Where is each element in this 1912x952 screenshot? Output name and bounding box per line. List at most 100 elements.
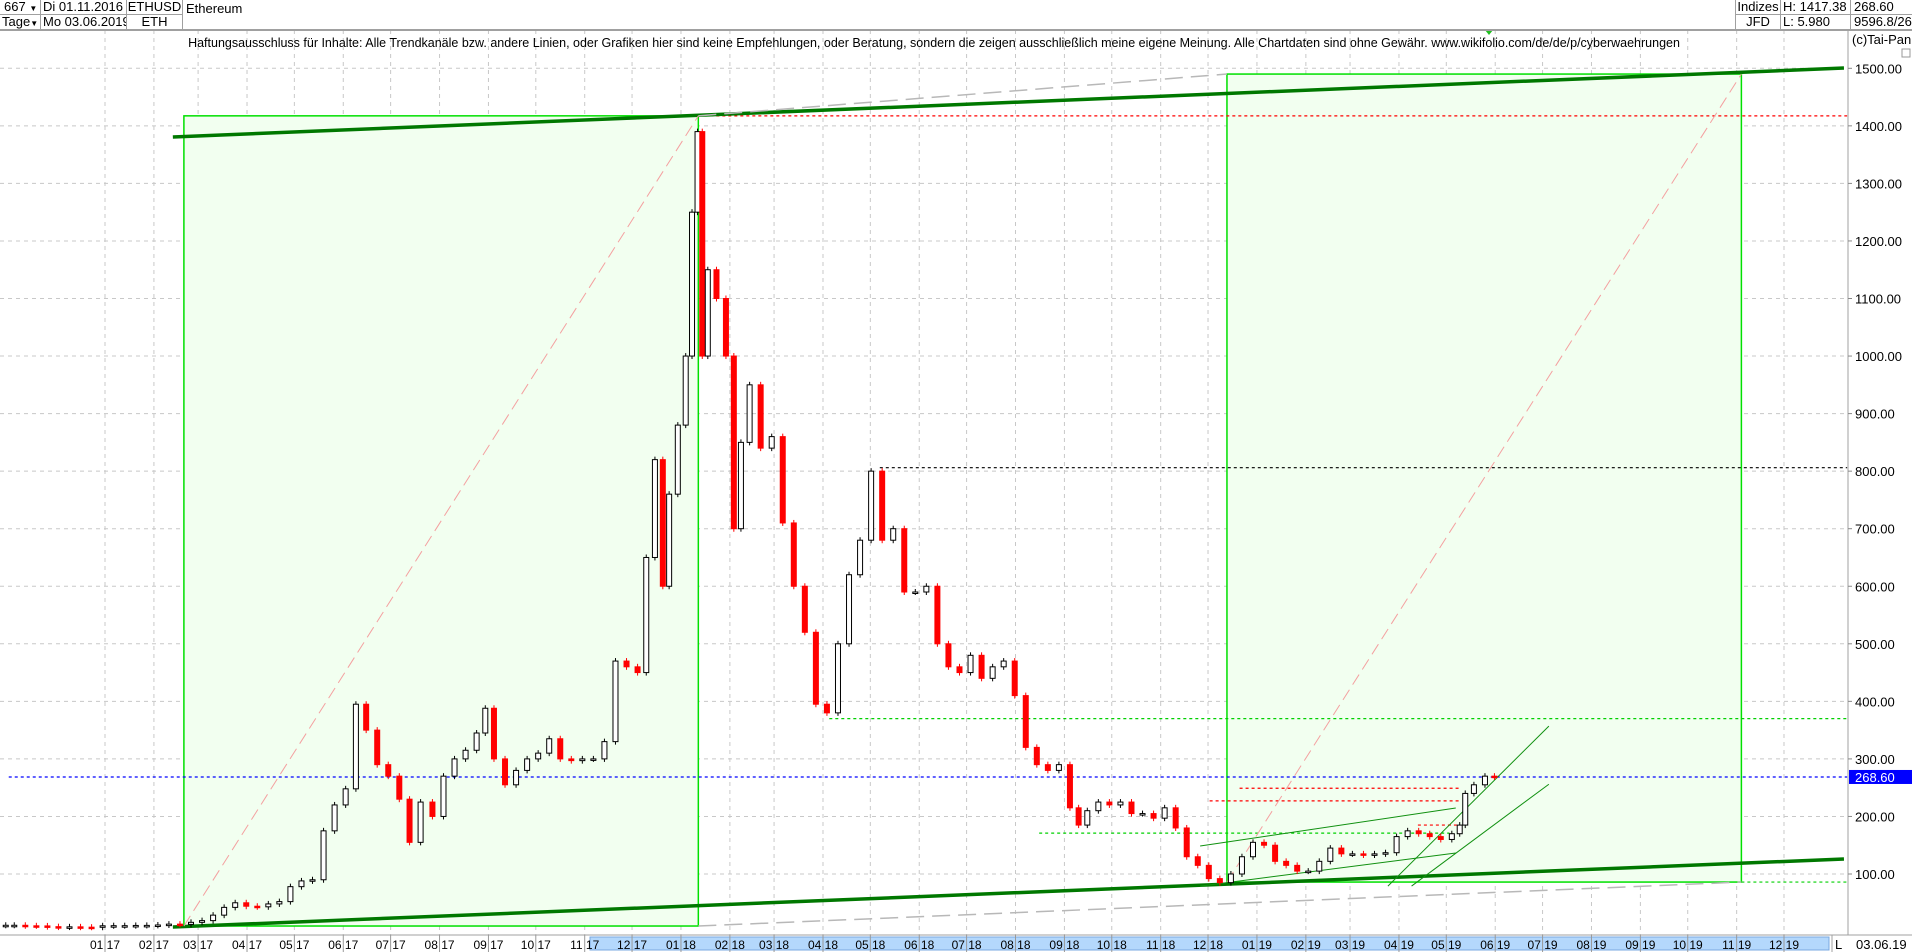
last-price-label: 268.60: [1855, 770, 1895, 785]
x-tick-label: 06 19: [1480, 938, 1510, 952]
chevron-down-icon: ▼: [29, 4, 38, 13]
x-tick-label: 01 18: [666, 938, 696, 952]
x-tick-label: 07 19: [1528, 938, 1558, 952]
candle: [2, 924, 9, 928]
candle: [55, 926, 62, 929]
candle: [1261, 841, 1268, 846]
candle: [1415, 830, 1422, 835]
candle: [746, 384, 753, 443]
date-to[interactable]: Mo 03.06.2019: [41, 15, 127, 30]
y-tick-label: 1400.00: [1855, 119, 1902, 134]
x-tick-label: 08 17: [425, 938, 455, 952]
candle: [812, 631, 819, 705]
candle: [363, 703, 370, 731]
candle: [590, 758, 597, 761]
thick-trendline: [172, 857, 1845, 929]
date-from[interactable]: Di 01.11.2016: [41, 0, 127, 15]
y-tick-label: 500.00: [1855, 637, 1895, 652]
candle: [188, 921, 195, 925]
candle: [634, 666, 641, 674]
candle: [579, 758, 586, 762]
candle: [1481, 775, 1488, 786]
candle: [1393, 836, 1400, 854]
y-tick-label: 400.00: [1855, 694, 1895, 709]
candle: [546, 738, 553, 754]
volume-info: 9596.8/26: [1851, 15, 1912, 30]
candle: [110, 925, 117, 928]
candle: [1448, 833, 1455, 840]
candle: [502, 758, 509, 786]
gray-trendline: [698, 881, 1742, 927]
instrument-name: Ethereum: [183, 0, 1736, 30]
candle: [945, 643, 952, 668]
x-axis: 01 17 02 17 03 17 04 17 05 17 06 17 07 17 08 17…: [90, 935, 1799, 952]
candle: [1216, 878, 1223, 884]
period-select[interactable]: Tage▼: [0, 15, 41, 30]
candle: [1470, 784, 1477, 794]
candle: [331, 804, 338, 832]
y-tick-label: 300.00: [1855, 752, 1895, 767]
x-tick-label: 03 17: [183, 938, 213, 952]
x-tick-label: 11 18: [1146, 938, 1175, 952]
candle: [165, 923, 172, 927]
y-axis: 100.00 200.00 300.00 400.00 500.00 600.00 700.…: [1848, 61, 1912, 882]
candle: [320, 830, 327, 881]
candle: [967, 654, 974, 674]
candle: [176, 923, 183, 927]
candles: [2, 128, 1498, 931]
x-tick-label: 06 18: [904, 938, 934, 952]
candle: [934, 585, 941, 645]
bars-select[interactable]: 667 ▼: [0, 0, 41, 15]
candle: [396, 775, 403, 800]
time-scrollbar[interactable]: [589, 936, 1830, 951]
candle: [1172, 807, 1179, 829]
copyright: (c)Tai-Pan: [1852, 32, 1911, 47]
candle: [440, 775, 447, 817]
x-tick-label: 10 18: [1097, 938, 1127, 952]
candle: [879, 470, 886, 541]
candle: [524, 758, 531, 771]
candle: [1066, 764, 1073, 809]
y-tick-label: 700.00: [1855, 522, 1895, 537]
candle: [713, 269, 720, 300]
collapse-icon[interactable]: [1901, 48, 1911, 58]
candle: [1294, 864, 1301, 872]
y-tick-label: 200.00: [1855, 809, 1895, 824]
trend-lines: [172, 66, 1845, 929]
candle: [989, 666, 996, 679]
candle: [1456, 824, 1463, 835]
candle: [1161, 807, 1168, 819]
pink-trendline: [1226, 73, 1742, 883]
candle: [1371, 853, 1378, 856]
exchange: Indizes: [1736, 0, 1781, 15]
current-date: 03.06.19: [1856, 937, 1907, 952]
candle: [513, 769, 520, 786]
candle: [221, 906, 228, 916]
candle: [674, 424, 681, 495]
candle: [901, 528, 908, 593]
y-tick-label: 800.00: [1855, 464, 1895, 479]
candle: [1283, 860, 1290, 866]
candle: [88, 926, 95, 930]
candle: [1194, 856, 1201, 866]
x-tick-label: 03 19: [1335, 938, 1365, 952]
candle: [1075, 807, 1082, 826]
candle: [490, 707, 497, 760]
x-tick-label: 07 17: [376, 938, 406, 952]
candle: [978, 654, 985, 679]
candle: [623, 660, 630, 668]
candle: [1044, 764, 1051, 771]
x-tick-label: 02 17: [139, 938, 169, 952]
candle: [429, 801, 436, 817]
candle: [132, 924, 139, 928]
candle: [199, 920, 206, 923]
mode-label[interactable]: L: [1835, 937, 1842, 952]
candle: [699, 131, 706, 357]
candle: [287, 886, 294, 903]
candle: [482, 707, 489, 734]
y-tick-label: 900.00: [1855, 407, 1895, 422]
x-tick-label: 01 19: [1242, 938, 1272, 952]
candle: [801, 585, 808, 633]
candle: [689, 211, 696, 357]
